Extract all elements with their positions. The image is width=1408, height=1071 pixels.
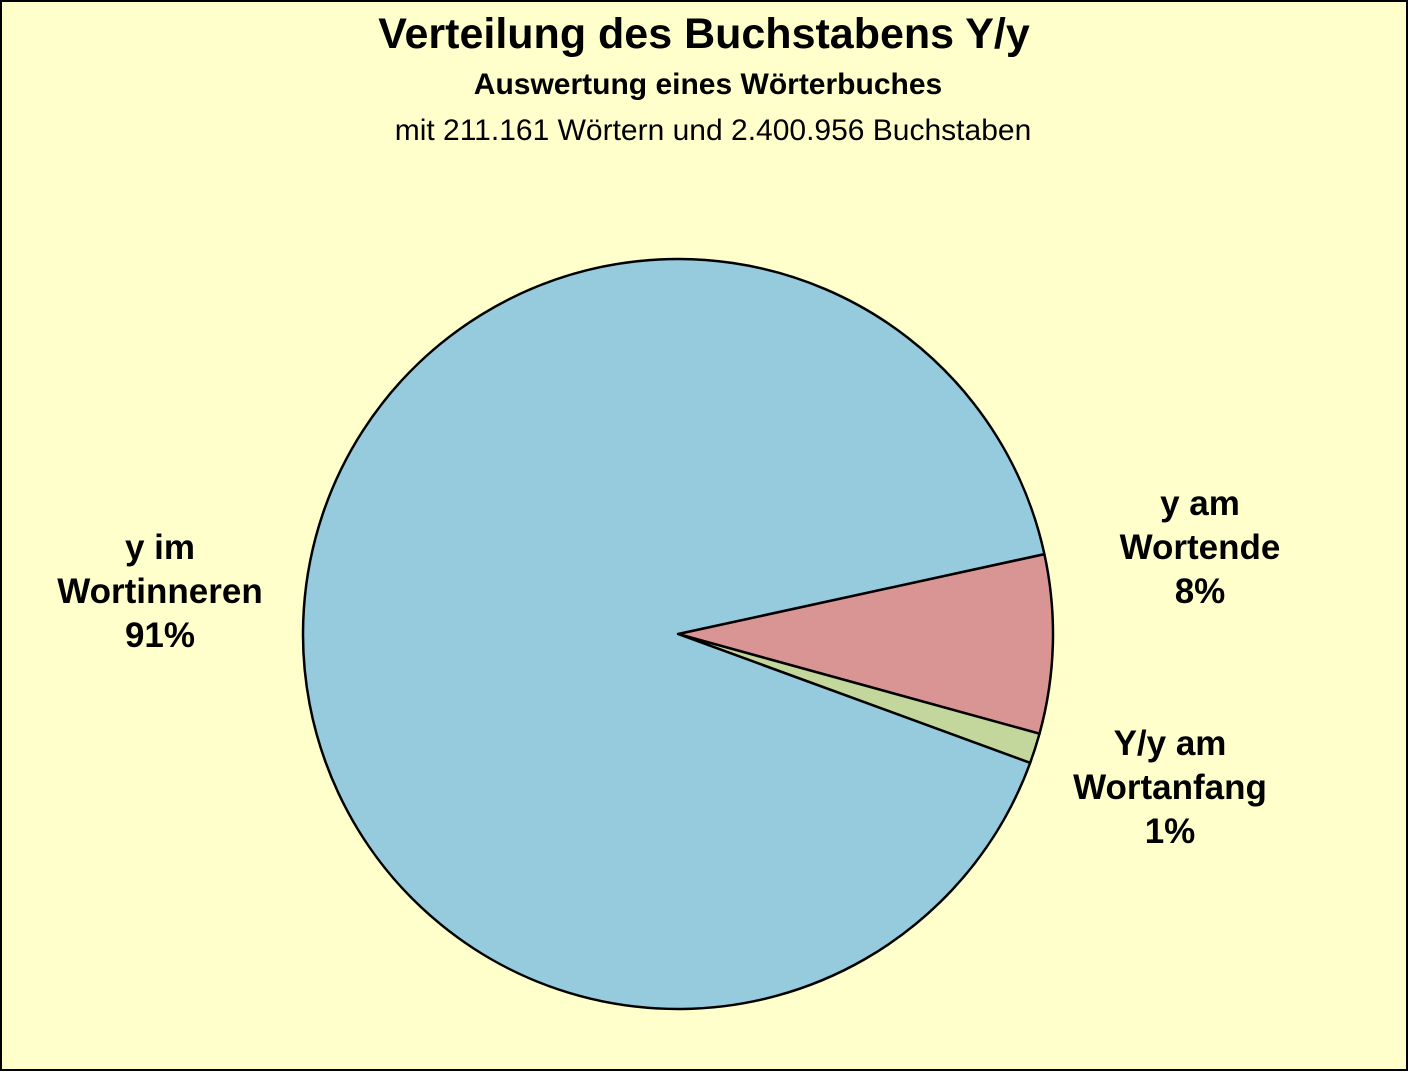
slice-label-wortanfang: Y/y am Wortanfang 1% xyxy=(1050,722,1290,854)
pie-slice-wortinneren xyxy=(301,257,1046,1011)
chart-title: Verteilung des Buchstabens Y/y xyxy=(378,10,1030,58)
slice-label-line: Wortende xyxy=(1119,528,1281,567)
slice-percent: 8% xyxy=(1174,572,1226,611)
slice-label-line: y im xyxy=(124,528,196,567)
slice-label-line: y am xyxy=(1160,484,1240,523)
slice-percent: 91% xyxy=(124,616,196,655)
slice-label-line: Wortinneren xyxy=(57,572,263,611)
chart-subtitle: Auswertung eines Wörterbuches xyxy=(473,68,943,101)
slice-label-line: Y/y am xyxy=(1113,724,1227,763)
pie-slice-wortende xyxy=(676,552,1055,735)
slice-label-wortende: y am Wortende 8% xyxy=(1080,482,1320,614)
chart-subtitle-detail: mit 211.161 Wörtern und 2.400.956 Buchst… xyxy=(394,114,1032,147)
slice-percent: 1% xyxy=(1144,812,1196,851)
slice-label-wortinneren: y im Wortinneren 91% xyxy=(30,526,290,658)
slice-label-line: Wortanfang xyxy=(1073,768,1267,807)
